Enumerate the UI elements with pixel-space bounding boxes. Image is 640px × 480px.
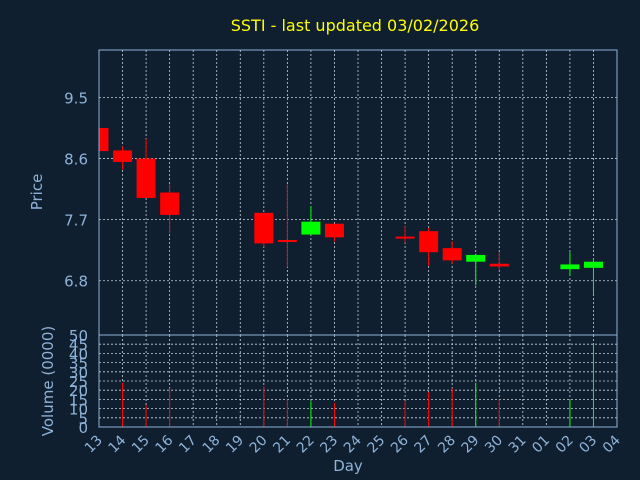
- volume-bars: [122, 344, 594, 427]
- volume-panel-frame: [98, 334, 618, 428]
- price-tick-label: 9.5: [64, 90, 88, 108]
- candle-body: [301, 221, 321, 235]
- price-grid: [98, 50, 618, 335]
- candle-body: [560, 264, 580, 270]
- volume-tick-label: 5: [78, 410, 88, 428]
- volume-tick-label: 30: [69, 364, 88, 382]
- volume-tick-label: 40: [69, 345, 88, 363]
- candle-body: [395, 236, 415, 239]
- candle-body: [583, 261, 603, 268]
- candle-body: [324, 223, 344, 238]
- candle-body: [113, 150, 133, 162]
- volume-tick-label: 50: [69, 327, 88, 345]
- price-tick-label: 7.7: [64, 212, 88, 230]
- candle-body: [442, 248, 462, 261]
- x-axis-label: Day: [333, 457, 363, 475]
- volume-tick-label: 45: [69, 336, 88, 354]
- candle-body: [419, 231, 439, 253]
- volume-tick-label: 35: [69, 355, 88, 373]
- candle-body: [466, 254, 486, 262]
- price-y-ticks: 9.5 8.6 7.7 6.8: [64, 90, 88, 291]
- candles: [98, 128, 603, 295]
- x-ticks: 13 14 15 16 17 18 19 20 21 22 23 24 25 26 27 28 29 30 31 01…: [82, 432, 624, 456]
- price-tick-label: 6.8: [64, 273, 88, 291]
- candle-body: [160, 192, 180, 215]
- volume-tick-label: 0: [78, 419, 88, 437]
- candle-body: [489, 263, 509, 267]
- candle-body: [277, 240, 297, 242]
- price-tick-label: 8.6: [64, 151, 88, 169]
- volume-tick-label: 25: [69, 373, 88, 391]
- volume-tick-label: 20: [69, 382, 88, 400]
- chart-title: SSTI - last updated 03/02/2026: [231, 16, 480, 35]
- candle-body: [99, 128, 109, 152]
- volume-tick-label: 10: [69, 401, 88, 419]
- price-axis-label: Price: [28, 174, 46, 211]
- candle-body: [254, 212, 274, 244]
- volume-axis-label: Volume (0000): [39, 326, 57, 436]
- volume-tick-label: 15: [69, 391, 88, 409]
- candle-body: [136, 158, 156, 198]
